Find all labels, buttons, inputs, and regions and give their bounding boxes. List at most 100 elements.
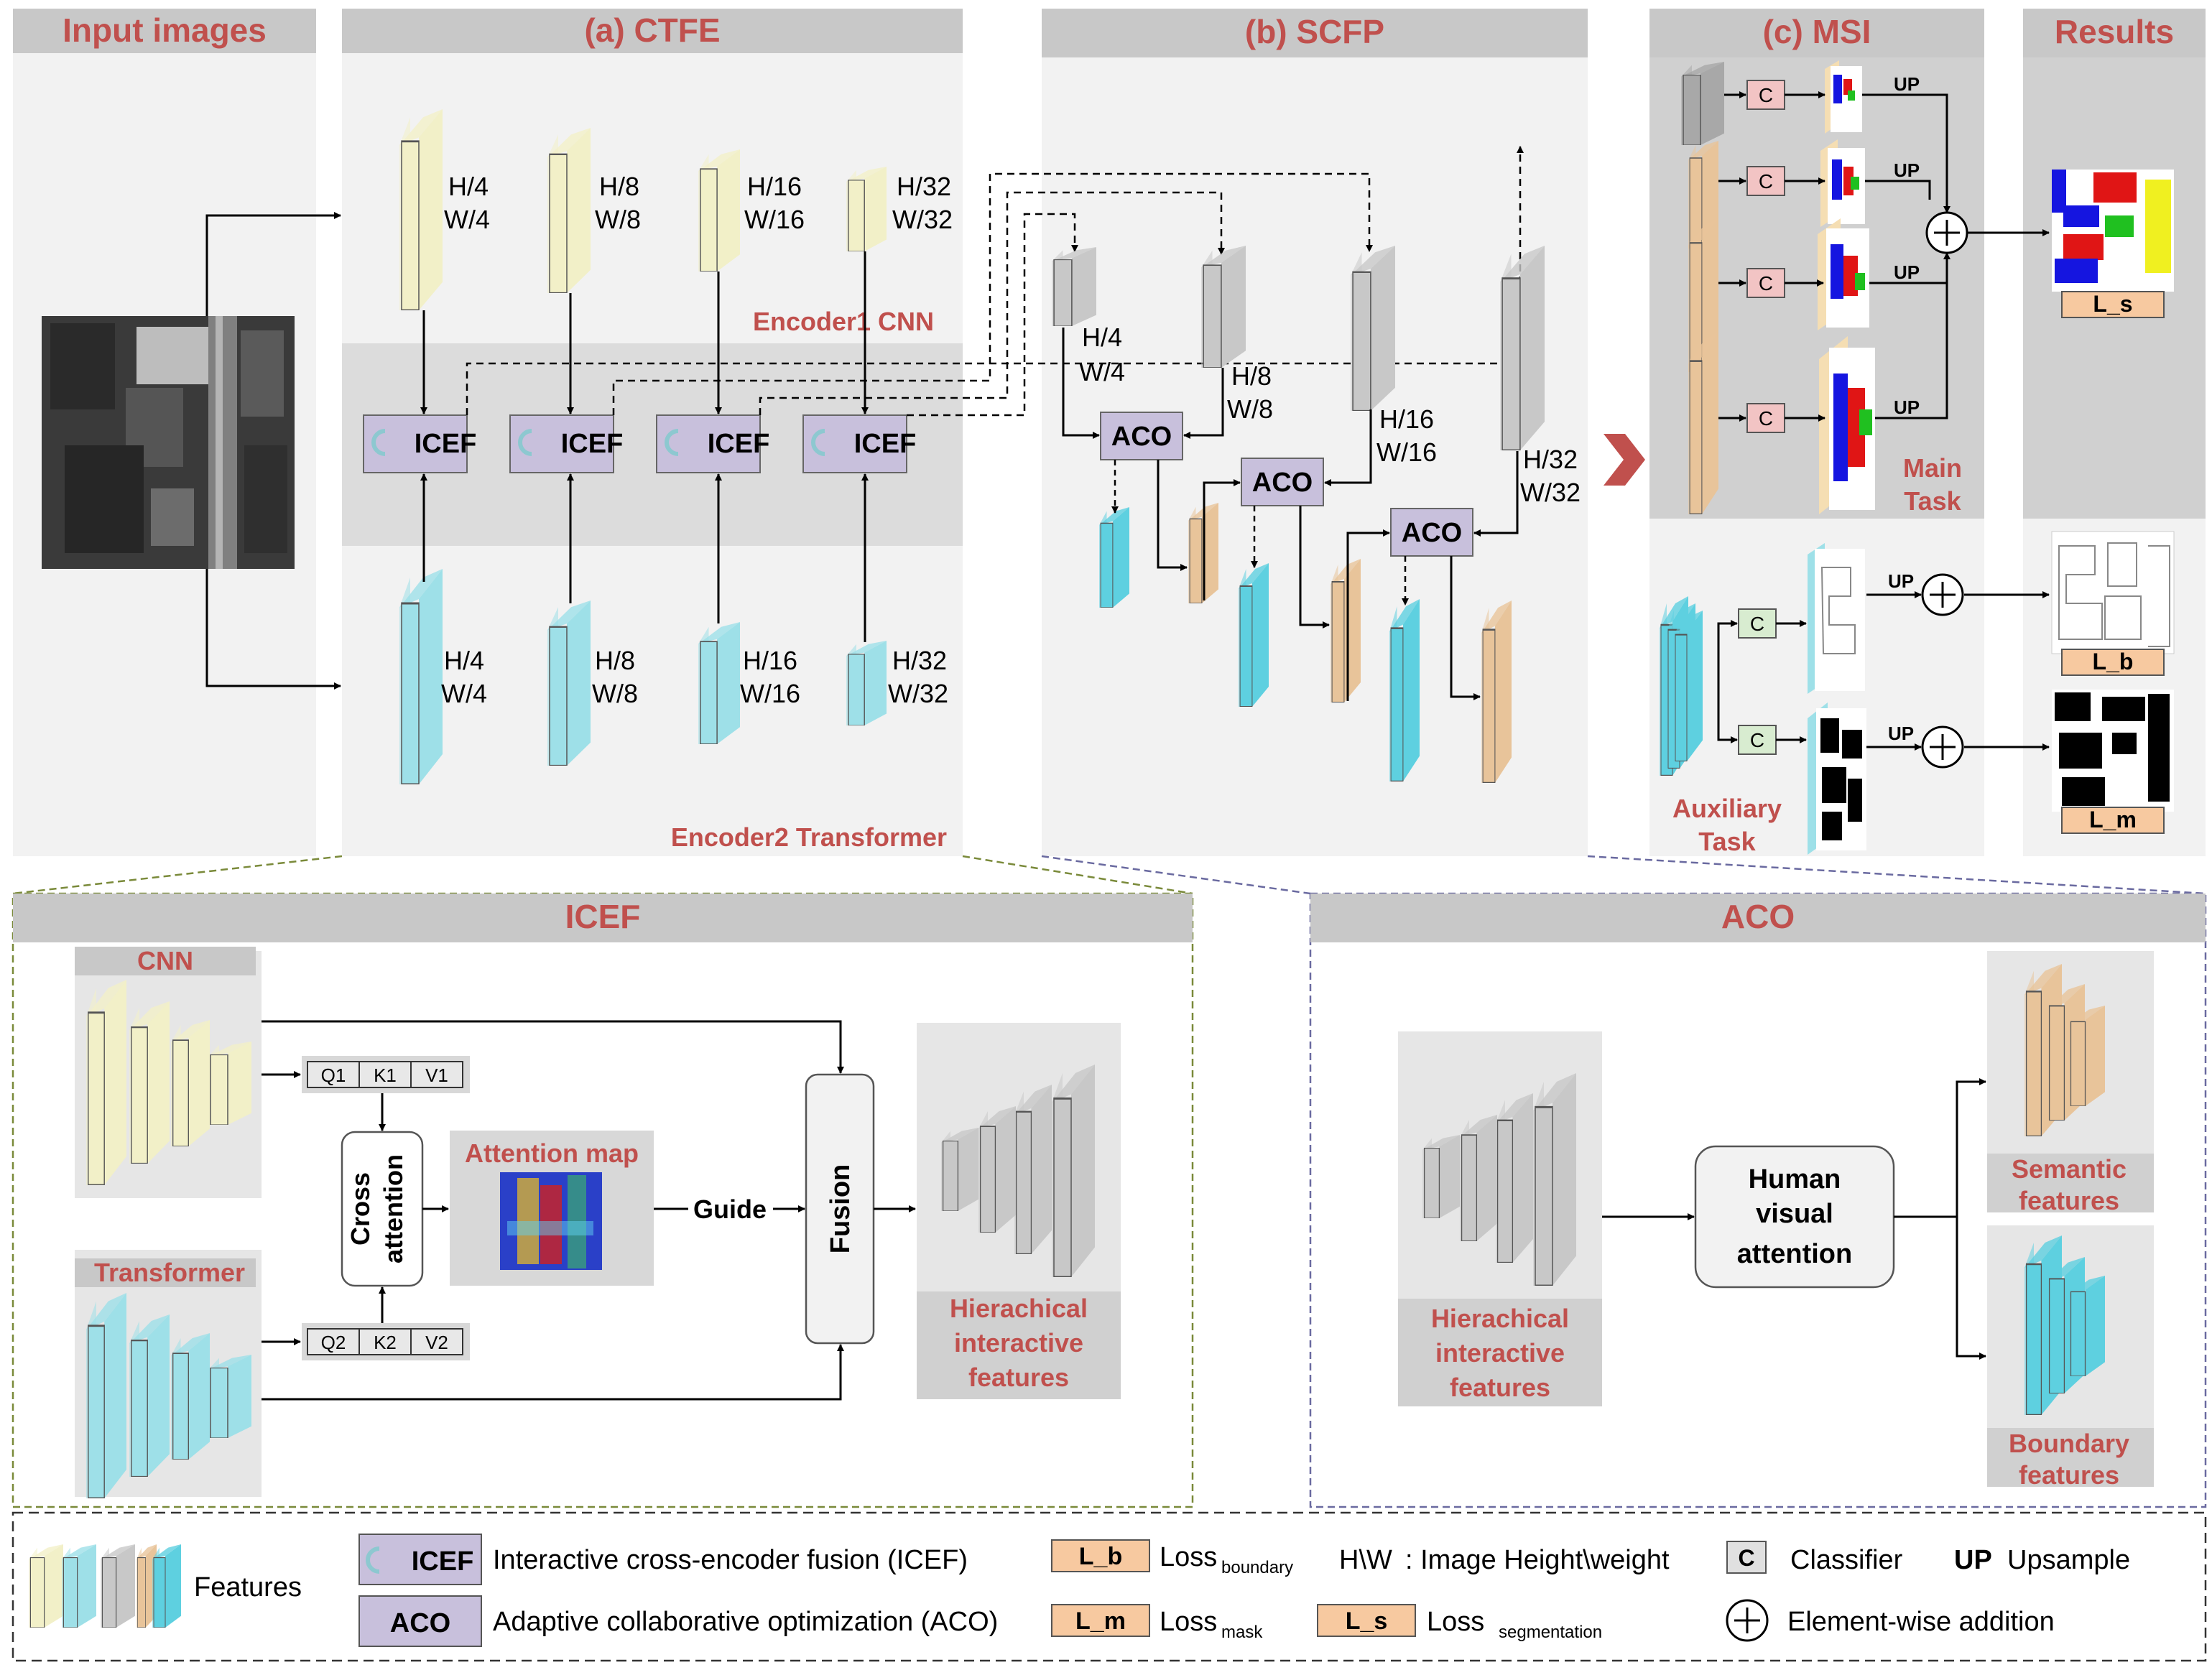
legend-lb-sub: boundary xyxy=(1221,1558,1293,1577)
up-label-3: UP xyxy=(1894,261,1920,283)
encoder1-label: Encoder1 CNN xyxy=(753,307,934,336)
legend-add-icon xyxy=(1726,1599,1769,1642)
cross-text: Cross xyxy=(346,1172,375,1245)
main-prediction-3 xyxy=(1818,218,1869,330)
legend-lm-sub: mask xyxy=(1221,1623,1263,1642)
skip-connections xyxy=(466,146,1524,417)
ctfe-arrows xyxy=(420,251,869,642)
cnn-scale-h-3: H/16 xyxy=(747,172,802,201)
header-ctfe: (a) CTFE xyxy=(584,11,720,49)
chevron-right-icon xyxy=(1604,434,1645,486)
msi-main-arrows xyxy=(1718,91,2050,422)
scfp-scale-w-2: W/8 xyxy=(1227,394,1273,424)
attention-map-label: Attention map xyxy=(465,1138,639,1168)
aux-up-label-2: UP xyxy=(1888,723,1914,744)
qkv2: Q2 K2 V2 xyxy=(302,1323,470,1360)
result-boundary: L_b xyxy=(2051,531,2175,676)
legend-up-key: UP xyxy=(1954,1545,1992,1575)
ctfe-transformer-scale-labels: H/4 W/4 H/8 W/8 H/16 W/16 H/32 W/32 xyxy=(441,646,948,708)
legend-icef-box: ICEF xyxy=(412,1546,474,1577)
header-scfp: (b) SCFP xyxy=(1245,13,1384,50)
msi-main-predictions xyxy=(1818,60,1875,514)
up-label-4: UP xyxy=(1894,396,1920,418)
aco-module-3: ACO xyxy=(1390,508,1473,557)
icef-label-2: ICEF xyxy=(561,429,624,459)
encoder2-label: Encoder2 Transformer xyxy=(671,822,947,852)
icef-module-3: ICEF xyxy=(656,414,770,473)
icef-detail-arrows xyxy=(262,1020,916,1401)
legend-ls-sub: segmentation xyxy=(1499,1623,1602,1642)
header-input: Input images xyxy=(63,11,267,49)
aco-label-1: ACO xyxy=(1111,422,1172,452)
msi-classifier-3: C xyxy=(1759,272,1773,294)
legend-c-desc: Classifier xyxy=(1790,1545,1903,1575)
cnn-scale-h-4: H/32 xyxy=(897,172,951,201)
legend: Features ICEF Interactive cross-encoder … xyxy=(11,1511,2207,1662)
cnn-scale-h-1: H/4 xyxy=(448,172,489,201)
legend-features-icon xyxy=(29,1544,181,1628)
legend-add-desc: Element-wise addition xyxy=(1787,1607,2055,1637)
result-mask: L_m xyxy=(2052,690,2174,834)
aux-add-icon-2 xyxy=(1921,725,1964,769)
scfp-arrows xyxy=(1062,328,1519,701)
cnn-scale-w-1: W/4 xyxy=(444,205,490,234)
tr-scale-w-4: W/32 xyxy=(888,679,948,708)
attention-map-block: Attention map xyxy=(450,1131,654,1286)
legend-ls-loss: Loss xyxy=(1427,1607,1484,1637)
legend-lm-box: L_m xyxy=(1075,1608,1126,1635)
tr-scale-w-3: W/16 xyxy=(740,679,800,708)
aco-label-3: ACO xyxy=(1402,518,1462,548)
input-panel: Input images xyxy=(13,9,316,856)
icef-output-label-2: interactive xyxy=(954,1328,1083,1358)
icef-module-2: ICEF xyxy=(509,414,624,473)
input-arrows xyxy=(205,212,341,690)
human-visual-attention-block: Human visual attention xyxy=(1694,1145,1895,1289)
hva-label-2: visual xyxy=(1756,1199,1833,1229)
aco-modules: ACO ACO ACO xyxy=(1100,412,1473,557)
legend-lb-loss: Loss xyxy=(1160,1542,1217,1572)
cnn-scale-w-3: W/16 xyxy=(744,205,805,234)
legend-aco-desc: Adaptive collaborative optimization (ACO… xyxy=(493,1607,998,1637)
scfp-scale-w-3: W/16 xyxy=(1376,437,1437,467)
tr-scale-w-1: W/4 xyxy=(441,679,487,708)
aco-input-label-2: interactive xyxy=(1435,1338,1565,1368)
legend-up-desc: Upsample xyxy=(2007,1545,2130,1575)
detail-connectors xyxy=(12,855,2206,895)
legend-icef-desc: Interactive cross-encoder fusion (ICEF) xyxy=(493,1545,968,1575)
legend-lb: L_b Loss boundary xyxy=(1051,1539,1293,1577)
legend-c-box: C xyxy=(1738,1545,1754,1571)
main-prediction-4 xyxy=(1819,336,1875,514)
fusion-text: Fusion xyxy=(825,1164,856,1254)
legend-aco-box: ACO xyxy=(390,1608,450,1638)
aco-module-1: ACO xyxy=(1100,412,1183,460)
scfp-dashed-arrows xyxy=(1111,460,1409,606)
ctfe-cnn-scale-labels: H/4 W/4 H/8 W/8 H/16 W/16 H/32 W/32 xyxy=(444,172,953,234)
up-label-1: UP xyxy=(1894,73,1920,95)
semantic-label-2: features xyxy=(2019,1186,2119,1215)
header-results: Results xyxy=(2055,13,2174,50)
up-label-2: UP xyxy=(1894,159,1920,181)
icef-label-3: ICEF xyxy=(708,429,770,459)
legend-lm-loss: Loss xyxy=(1160,1607,1217,1637)
icef-transformer-label: Transformer xyxy=(94,1258,245,1287)
aco-detail-arrows xyxy=(1602,1078,1986,1360)
scfp-scale-h-3: H/16 xyxy=(1379,404,1434,434)
msi-main-upsample-labels: UP UP UP UP xyxy=(1894,73,1920,418)
aco-input: Hierachical interactive features xyxy=(1398,1031,1602,1406)
main-add-icon xyxy=(1925,211,1968,254)
tr-scale-w-2: W/8 xyxy=(592,679,638,708)
icef-module-4: ICEF xyxy=(802,414,916,473)
q2: Q2 xyxy=(321,1332,346,1353)
k1: K1 xyxy=(374,1064,397,1086)
legend-classifier: C xyxy=(1726,1541,1767,1574)
icef-cnn-label: CNN xyxy=(137,946,193,975)
scfp-scale-h-1: H/4 xyxy=(1082,323,1122,352)
scfp-scale-labels: H/4 W/4 H/8 W/8 H/16 W/16 H/32 W/32 xyxy=(1079,323,1581,507)
k2: K2 xyxy=(374,1332,397,1353)
msi-classifier-2: C xyxy=(1759,170,1773,192)
v2: V2 xyxy=(425,1332,448,1353)
fusion-block: Fusion xyxy=(805,1073,875,1345)
tr-scale-h-1: H/4 xyxy=(444,646,484,675)
aux-task-label-2: Task xyxy=(1698,827,1756,856)
